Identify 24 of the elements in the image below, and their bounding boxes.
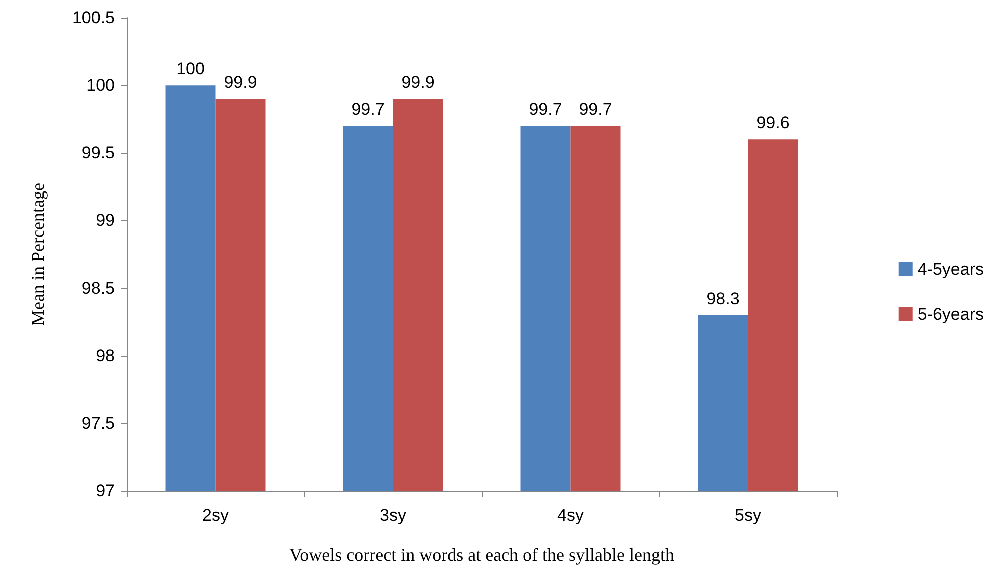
x-tick-label: 4sy [558, 506, 584, 525]
x-tick-label: 5sy [735, 506, 762, 525]
y-tick-label: 97.5 [82, 414, 115, 433]
y-axis-title: Mean in Percentage [28, 183, 48, 326]
y-tick-label: 98.5 [82, 278, 115, 298]
data-label: 100 [176, 60, 205, 79]
y-tick-label: 100 [86, 76, 115, 96]
y-tick-label: 97 [96, 482, 115, 500]
data-label: 98.3 [706, 289, 740, 308]
legend-label: 4-5years [918, 260, 984, 279]
x-tick-label: 2sy [202, 506, 230, 525]
x-axis-title: Vowels correct in words at each of the syllable length [289, 545, 675, 565]
data-label: 99.7 [352, 100, 385, 120]
data-label: 99.7 [529, 100, 562, 120]
data-label: 99.6 [756, 114, 790, 133]
data-label: 99.9 [224, 73, 258, 92]
x-tick-label: 3sy [380, 506, 407, 525]
data-label: 99.9 [402, 73, 435, 92]
legend-label: 5-6years [918, 305, 984, 324]
data-label: 99.7 [579, 100, 612, 120]
y-tick-label: 100.5 [72, 8, 115, 28]
y-tick-label: 99.5 [82, 144, 115, 163]
y-tick-label: 99 [96, 211, 115, 230]
y-tick-label: 98 [96, 346, 115, 366]
